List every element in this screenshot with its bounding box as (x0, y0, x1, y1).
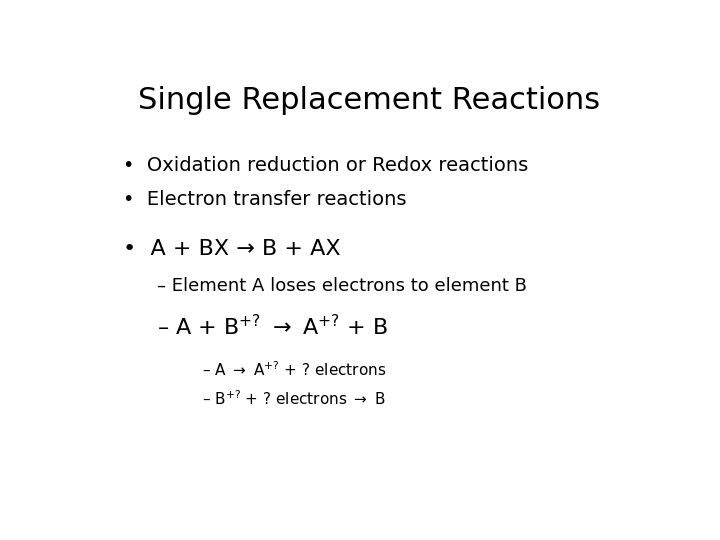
Text: $\endash$ A + B$^{+?}$ $\rightarrow$ A$^{+?}$ + B: $\endash$ A + B$^{+?}$ $\rightarrow$ A$^… (157, 314, 388, 340)
Text: •  A + BX → B + AX: • A + BX → B + AX (124, 239, 341, 259)
Text: $\endash$ B$^{+?}$ + ? electrons $\rightarrow$ B: $\endash$ B$^{+?}$ + ? electrons $\right… (202, 389, 385, 408)
Text: •  Electron transfer reactions: • Electron transfer reactions (124, 190, 407, 208)
Text: – Element A loses electrons to element B: – Element A loses electrons to element B (157, 277, 527, 295)
Text: $\endash$ A $\rightarrow$ A$^{+?}$ + ? electrons: $\endash$ A $\rightarrow$ A$^{+?}$ + ? e… (202, 360, 386, 379)
Text: Single Replacement Reactions: Single Replacement Reactions (138, 85, 600, 114)
Text: •  Oxidation reduction or Redox reactions: • Oxidation reduction or Redox reactions (124, 156, 528, 176)
